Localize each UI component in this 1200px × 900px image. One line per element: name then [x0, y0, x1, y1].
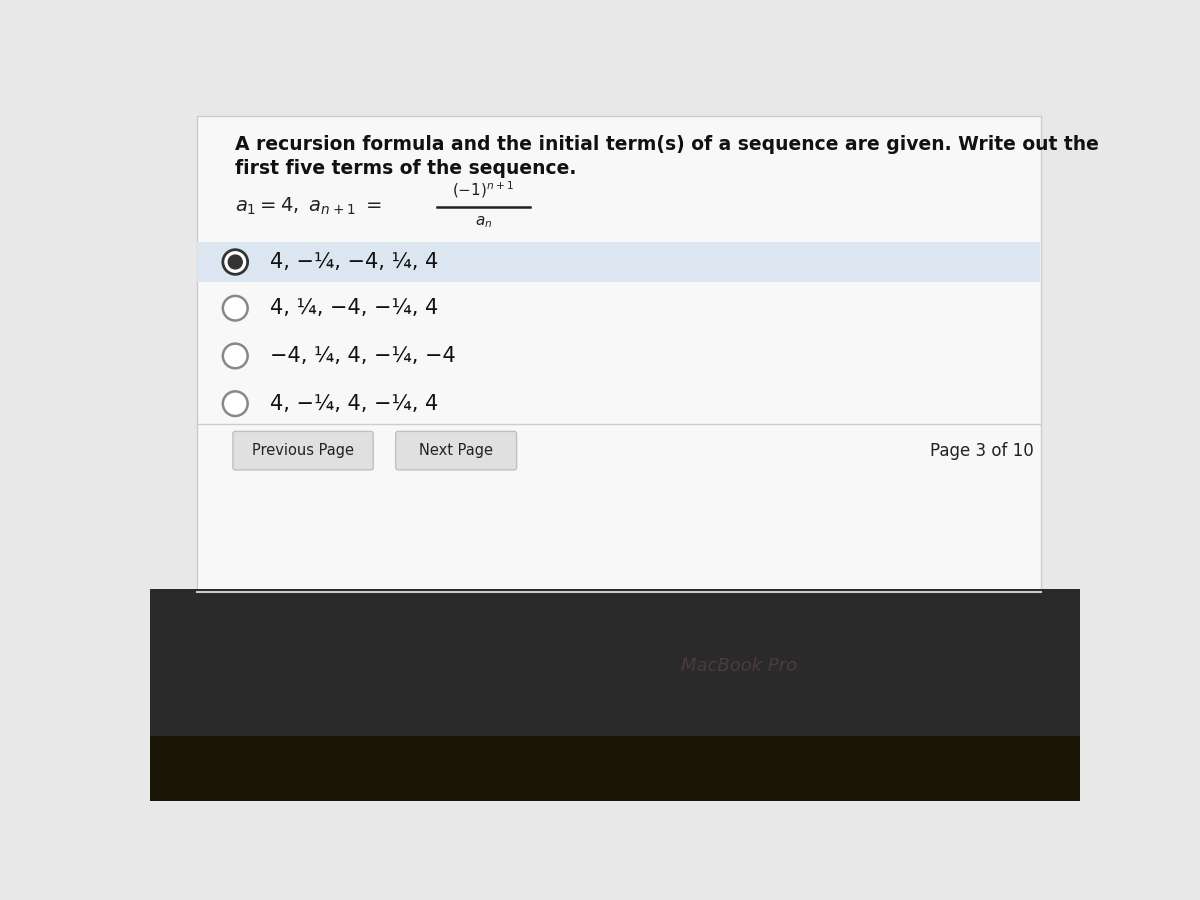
Text: $a_n$: $a_n$: [474, 214, 492, 230]
Text: first five terms of the sequence.: first five terms of the sequence.: [235, 158, 577, 177]
Circle shape: [228, 255, 242, 269]
Text: $a_1 = 4,\ a_{n+1}\ =$: $a_1 = 4,\ a_{n+1}\ =$: [235, 196, 383, 217]
Text: MacBook Pro: MacBook Pro: [680, 657, 797, 675]
Text: Next Page: Next Page: [419, 443, 493, 458]
FancyBboxPatch shape: [233, 431, 373, 470]
Circle shape: [223, 296, 247, 320]
FancyBboxPatch shape: [197, 116, 1042, 593]
Text: 4, −¼, −4, ¼, 4: 4, −¼, −4, ¼, 4: [270, 252, 438, 272]
Circle shape: [223, 249, 247, 274]
FancyBboxPatch shape: [197, 242, 1040, 282]
Text: Previous Page: Previous Page: [252, 443, 354, 458]
FancyBboxPatch shape: [150, 590, 1080, 735]
Text: 4, ¼, −4, −¼, 4: 4, ¼, −4, −¼, 4: [270, 298, 438, 319]
Text: 4, −¼, 4, −¼, 4: 4, −¼, 4, −¼, 4: [270, 393, 438, 414]
Text: $(-1)^{n+1}$: $(-1)^{n+1}$: [452, 179, 515, 200]
Text: −4, ¼, 4, −¼, −4: −4, ¼, 4, −¼, −4: [270, 346, 456, 366]
Text: A recursion formula and the initial term(s) of a sequence are given. Write out t: A recursion formula and the initial term…: [235, 136, 1099, 155]
Circle shape: [223, 344, 247, 368]
FancyBboxPatch shape: [396, 431, 516, 470]
FancyBboxPatch shape: [150, 735, 1080, 801]
Circle shape: [223, 392, 247, 416]
Text: Page 3 of 10: Page 3 of 10: [930, 442, 1033, 460]
